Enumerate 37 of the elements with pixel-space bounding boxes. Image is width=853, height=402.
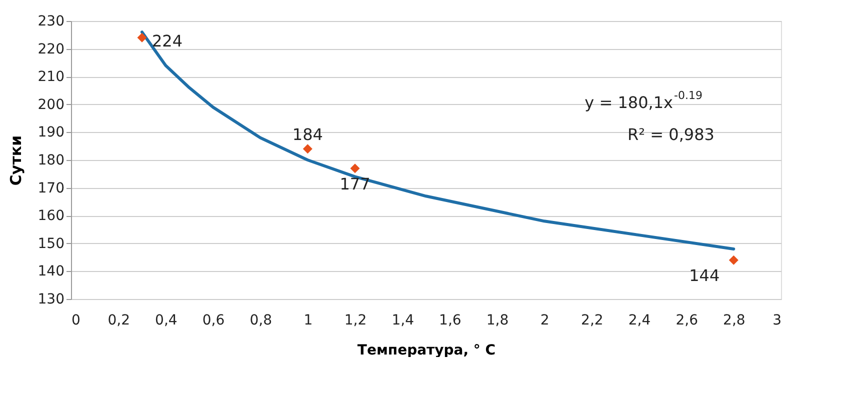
y-tick-label: 180 bbox=[38, 152, 64, 168]
y-tick-label: 160 bbox=[38, 208, 64, 224]
data-label: 224 bbox=[152, 32, 183, 51]
y-tick-label: 130 bbox=[38, 292, 64, 308]
y-axis-title: Сутки bbox=[6, 135, 25, 186]
x-tick-label: 1,8 bbox=[486, 312, 509, 328]
annotation: R² = 0,983 bbox=[628, 125, 714, 144]
point bbox=[728, 255, 738, 265]
y-tick-label: 210 bbox=[38, 69, 64, 86]
y-tick-label: 230 bbox=[38, 14, 64, 30]
y-tick-label: 200 bbox=[38, 96, 64, 113]
x-tick-label: 2 bbox=[540, 312, 550, 328]
data-label: 184 bbox=[292, 124, 323, 144]
y-tick-label: 140 bbox=[38, 264, 64, 280]
x-tick-label: 0,8 bbox=[250, 312, 272, 328]
point bbox=[350, 164, 360, 174]
x-tick-label: 2,4 bbox=[628, 312, 651, 328]
x-tick-label: 3 bbox=[772, 312, 782, 328]
x-tick-label: 1,6 bbox=[439, 312, 462, 328]
x-tick-label: 0,6 bbox=[202, 312, 225, 328]
x-tick-label: 0,4 bbox=[155, 312, 178, 328]
y-tick-label: 190 bbox=[38, 124, 64, 141]
x-tick-label: 1,4 bbox=[392, 312, 414, 328]
y-tick-label: 170 bbox=[38, 180, 64, 196]
x-tick-label: 1 bbox=[304, 312, 313, 328]
x-tick-label: 2,2 bbox=[581, 312, 604, 328]
y-tick-label: 220 bbox=[38, 41, 64, 58]
x-tick-label: 2,8 bbox=[723, 312, 746, 328]
x-tick-label: 0 bbox=[72, 312, 80, 328]
data-label: 144 bbox=[689, 266, 720, 286]
x-tick-label: 0,2 bbox=[108, 312, 130, 328]
y-tick-label: 150 bbox=[38, 236, 64, 252]
point bbox=[137, 32, 147, 42]
x-tick-label: 1,2 bbox=[344, 312, 367, 328]
data-label: 177 bbox=[340, 174, 370, 194]
point bbox=[302, 144, 312, 154]
x-tick-label: 2,6 bbox=[676, 312, 698, 328]
